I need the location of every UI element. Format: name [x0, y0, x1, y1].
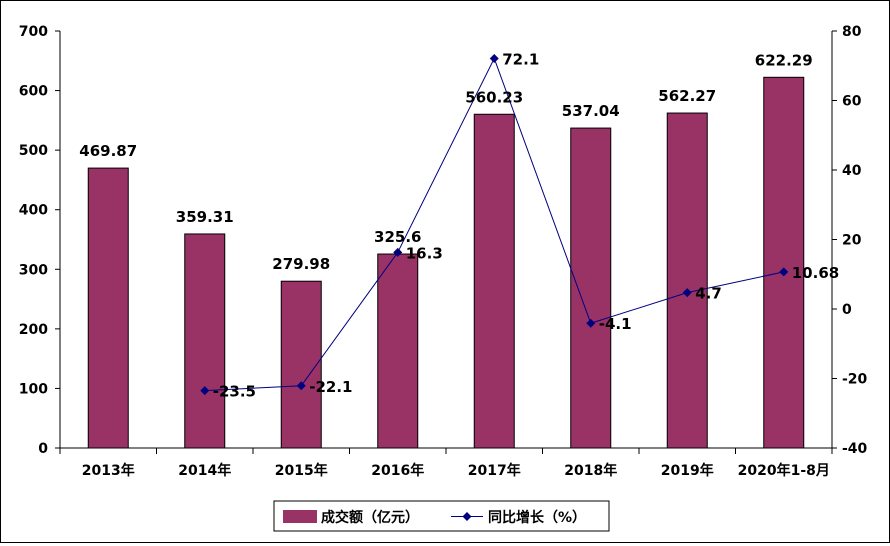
x-tick-label: 2020年1-8月	[738, 462, 830, 479]
growth-value-label: -22.1	[309, 378, 352, 396]
y-left-tick-label: 200	[19, 322, 48, 338]
x-tick-label: 2017年	[468, 462, 521, 479]
growth-point	[393, 247, 403, 257]
bar-value-label: 622.29	[755, 51, 813, 69]
legend-label-bar: 成交额（亿元）	[321, 509, 419, 526]
y-left-tick-label: 400	[19, 203, 48, 219]
y-left-tick-label: 300	[19, 262, 48, 278]
data-labels: 469.87 359.31 279.98 325.6 560.23 537.04 562.2…	[79, 50, 839, 400]
growth-value-label: -23.5	[213, 383, 256, 401]
growth-value-label: 16.3	[406, 244, 443, 262]
y-right-tick-label: 60	[842, 94, 862, 110]
y-right-tick-label: -40	[842, 441, 868, 457]
y-left-tick-label: 500	[19, 143, 48, 159]
bar-value-label: 359.31	[176, 208, 234, 226]
bar	[184, 233, 226, 449]
line-series	[200, 53, 789, 396]
bar	[570, 127, 612, 449]
axes: 0 100 200 300 400 500 600 700 -40 -20 0 20 40 60 80 201…	[19, 24, 868, 479]
y-right-tick-label: 20	[842, 233, 862, 249]
y-right-tick-label: 80	[842, 24, 862, 40]
growth-value-label: 72.1	[502, 50, 539, 68]
y-left-tick-label: 700	[19, 24, 48, 40]
y-left-tick-label: 100	[19, 381, 48, 397]
y-right-tick-label: 0	[842, 302, 852, 318]
y-left-tick-label: 0	[38, 441, 48, 457]
growth-point	[489, 53, 499, 63]
x-tick-label: 2016年	[371, 462, 424, 479]
bar	[763, 76, 805, 449]
growth-value-label: 4.7	[695, 285, 722, 303]
growth-point	[779, 267, 789, 277]
x-tick-label: 2015年	[275, 462, 328, 479]
bar-value-label: 562.27	[658, 87, 716, 105]
bar-series	[87, 76, 805, 449]
x-tick-label: 2013年	[82, 462, 135, 479]
bar	[473, 113, 515, 449]
y-right-tick-label: 40	[842, 163, 862, 179]
growth-point	[296, 381, 306, 391]
bar-value-label: 279.98	[272, 255, 330, 273]
legend-swatch-bar	[283, 510, 317, 523]
legend-label-line: 同比增长（%）	[488, 509, 586, 526]
bar-value-label: 560.23	[465, 88, 523, 106]
y-right-tick-label: -20	[842, 372, 868, 388]
bar-value-label: 537.04	[562, 102, 620, 120]
x-tick-label: 2018年	[564, 462, 617, 479]
growth-point	[682, 288, 692, 298]
growth-point	[586, 318, 596, 328]
bar	[666, 112, 708, 449]
legend-box	[273, 500, 610, 532]
y-left-tick-label: 600	[19, 84, 48, 100]
bar	[87, 167, 129, 449]
bar-value-label: 325.6	[374, 228, 421, 246]
bar-value-label: 469.87	[79, 142, 137, 160]
x-tick-label: 2014年	[178, 462, 231, 479]
growth-value-label: 10.68	[792, 264, 839, 282]
legend: 成交额（亿元） 同比增长（%）	[273, 500, 610, 532]
bar	[377, 253, 419, 449]
x-tick-label: 2019年	[661, 462, 714, 479]
legend-swatch-marker	[462, 512, 472, 521]
growth-value-label: -4.1	[599, 315, 632, 333]
bar	[280, 280, 322, 449]
growth-point	[200, 386, 210, 396]
